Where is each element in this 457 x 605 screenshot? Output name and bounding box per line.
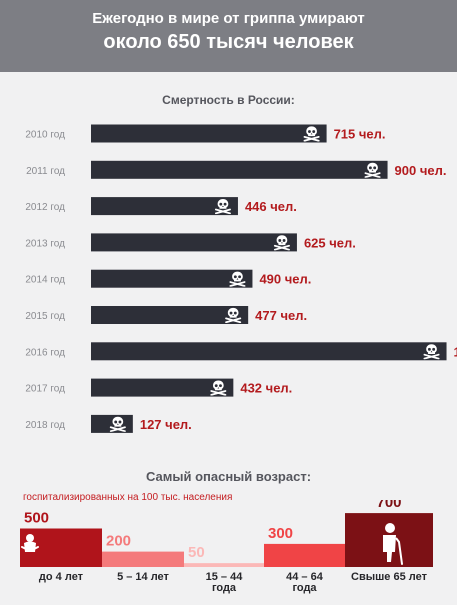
age-bar xyxy=(184,563,264,567)
year-label: 2017 год xyxy=(25,384,65,395)
age-value-label: 50 xyxy=(188,544,205,561)
age-chart-subtitle: госпитализированных на 100 тыс. населени… xyxy=(23,492,233,503)
year-label: 2011 год xyxy=(26,166,65,177)
mortality-bar xyxy=(91,306,249,324)
header-title-line1: Ежегодно в мире от гриппа умирают xyxy=(92,10,365,27)
age-value-label: 300 xyxy=(268,525,293,542)
mortality-bar xyxy=(91,124,327,143)
year-label: 2010 год xyxy=(25,130,65,141)
mortality-value-label: 127 чел. xyxy=(140,417,192,432)
mortality-bar xyxy=(91,197,238,216)
age-value-label: 200 xyxy=(106,533,131,550)
mortality-value-label: 432 чел. xyxy=(240,381,292,396)
header-banner: Ежегодно в мире от гриппа умирают около … xyxy=(0,0,457,72)
mortality-bar xyxy=(91,269,253,288)
age-bar xyxy=(102,551,184,567)
age-bar-chart: 500 200 50 300 700 xyxy=(20,500,433,567)
age-value-label: 500 xyxy=(24,510,49,527)
age-category-label: 5 – 14 лет xyxy=(117,571,169,583)
baby-icon xyxy=(21,534,39,552)
age-bar xyxy=(264,543,345,567)
elderly-person-icon xyxy=(383,523,403,565)
year-label: 2018 год xyxy=(25,420,65,431)
mortality-bar xyxy=(91,233,297,252)
age-category-label: 44 – 64 года xyxy=(286,571,323,594)
mortality-value-label: 1079 чел. xyxy=(454,344,457,359)
mortality-chart-title: Смертность в России: xyxy=(162,93,295,107)
mortality-bar xyxy=(91,342,447,361)
age-category-label: до 4 лет xyxy=(38,571,84,583)
age-category-label: 15 – 44 года xyxy=(205,571,243,594)
age-value-label: 700 xyxy=(376,500,401,511)
mortality-value-label: 900 чел. xyxy=(395,163,447,178)
year-label: 2014 год xyxy=(25,275,65,286)
header-title-line2: около 650 тысяч человек xyxy=(103,31,354,53)
year-label: 2016 год xyxy=(25,347,65,358)
age-category-label: Свыше 65 лет xyxy=(351,571,427,583)
mortality-value-label: 625 чел. xyxy=(304,235,356,250)
age-chart-title: Самый опасный возраст: xyxy=(145,469,312,484)
mortality-bar xyxy=(91,160,388,179)
year-label: 2015 год xyxy=(25,311,65,322)
mortality-bar-chart: 2010 год 715 чел. 2011 год 900 чел. 2012 год… xyxy=(25,124,457,433)
year-label: 2013 год xyxy=(25,238,65,249)
mortality-value-label: 446 чел. xyxy=(245,199,297,214)
mortality-value-label: 715 чел. xyxy=(334,127,386,142)
mortality-value-label: 477 чел. xyxy=(255,308,307,323)
mortality-bar xyxy=(91,378,234,397)
year-label: 2012 год xyxy=(25,202,65,213)
mortality-value-label: 490 чел. xyxy=(259,272,311,287)
